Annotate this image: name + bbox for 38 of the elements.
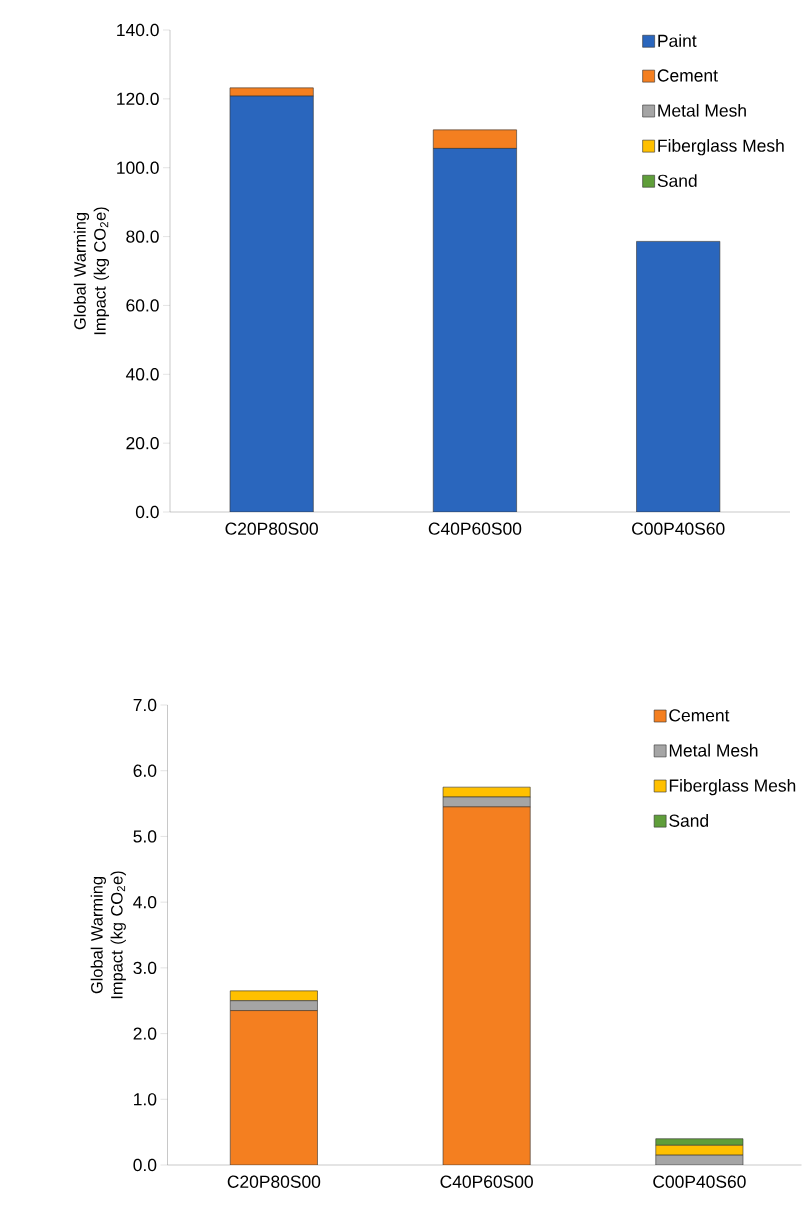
y-tick-label: 7.0 bbox=[133, 698, 157, 712]
legend-label: Cement bbox=[657, 69, 718, 82]
legend-label: Metal Mesh bbox=[658, 103, 746, 117]
y-tick-label: 3.0 bbox=[133, 961, 157, 975]
y-tick-label: 0.0 bbox=[135, 505, 159, 519]
legend-label: Sand bbox=[657, 174, 697, 187]
legend-label: Fiberglass Mesh bbox=[658, 139, 784, 156]
bar bbox=[636, 241, 721, 513]
y-tick-label: 20.0 bbox=[126, 436, 159, 450]
y-tick-label: 80.0 bbox=[126, 230, 159, 243]
x-tick-label: C00P40S60 bbox=[632, 522, 725, 535]
y-tick-label: 140.0 bbox=[117, 23, 159, 37]
y-tick-label: 40.0 bbox=[125, 368, 159, 381]
y-tick-label: 60.0 bbox=[126, 299, 159, 312]
y-tick-label: 0.0 bbox=[133, 1158, 157, 1172]
x-tick-label: C40P60S00 bbox=[428, 522, 522, 535]
bar bbox=[229, 95, 314, 513]
y-tick-label: 120.0 bbox=[117, 92, 159, 106]
legend-label: Cement bbox=[669, 709, 730, 722]
y-tick-label: 5.0 bbox=[133, 830, 157, 843]
legend-label: Sand bbox=[669, 814, 709, 827]
bar bbox=[442, 806, 531, 1166]
bar bbox=[432, 129, 517, 149]
legend-label: Fiberglass Mesh bbox=[669, 778, 796, 796]
bar bbox=[229, 1010, 318, 1166]
y-tick-label: 100.0 bbox=[117, 161, 159, 174]
x-tick-label: C40P60S00 bbox=[440, 1175, 533, 1188]
x-tick-label: C00P40S60 bbox=[653, 1175, 746, 1188]
legend-label: Paint bbox=[658, 34, 697, 47]
x-tick-label: C20P80S00 bbox=[225, 522, 318, 535]
legend-label: Metal Mesh bbox=[669, 743, 758, 757]
bar bbox=[229, 1000, 318, 1011]
x-tick-label: C20P80S00 bbox=[227, 1175, 321, 1188]
bar bbox=[432, 148, 517, 513]
y-tick-label: 2.0 bbox=[133, 1027, 157, 1040]
y-tick-label: 6.0 bbox=[133, 764, 157, 777]
y-tick-label: 4.0 bbox=[133, 895, 157, 909]
y-tick-label: 1.0 bbox=[134, 1093, 157, 1106]
